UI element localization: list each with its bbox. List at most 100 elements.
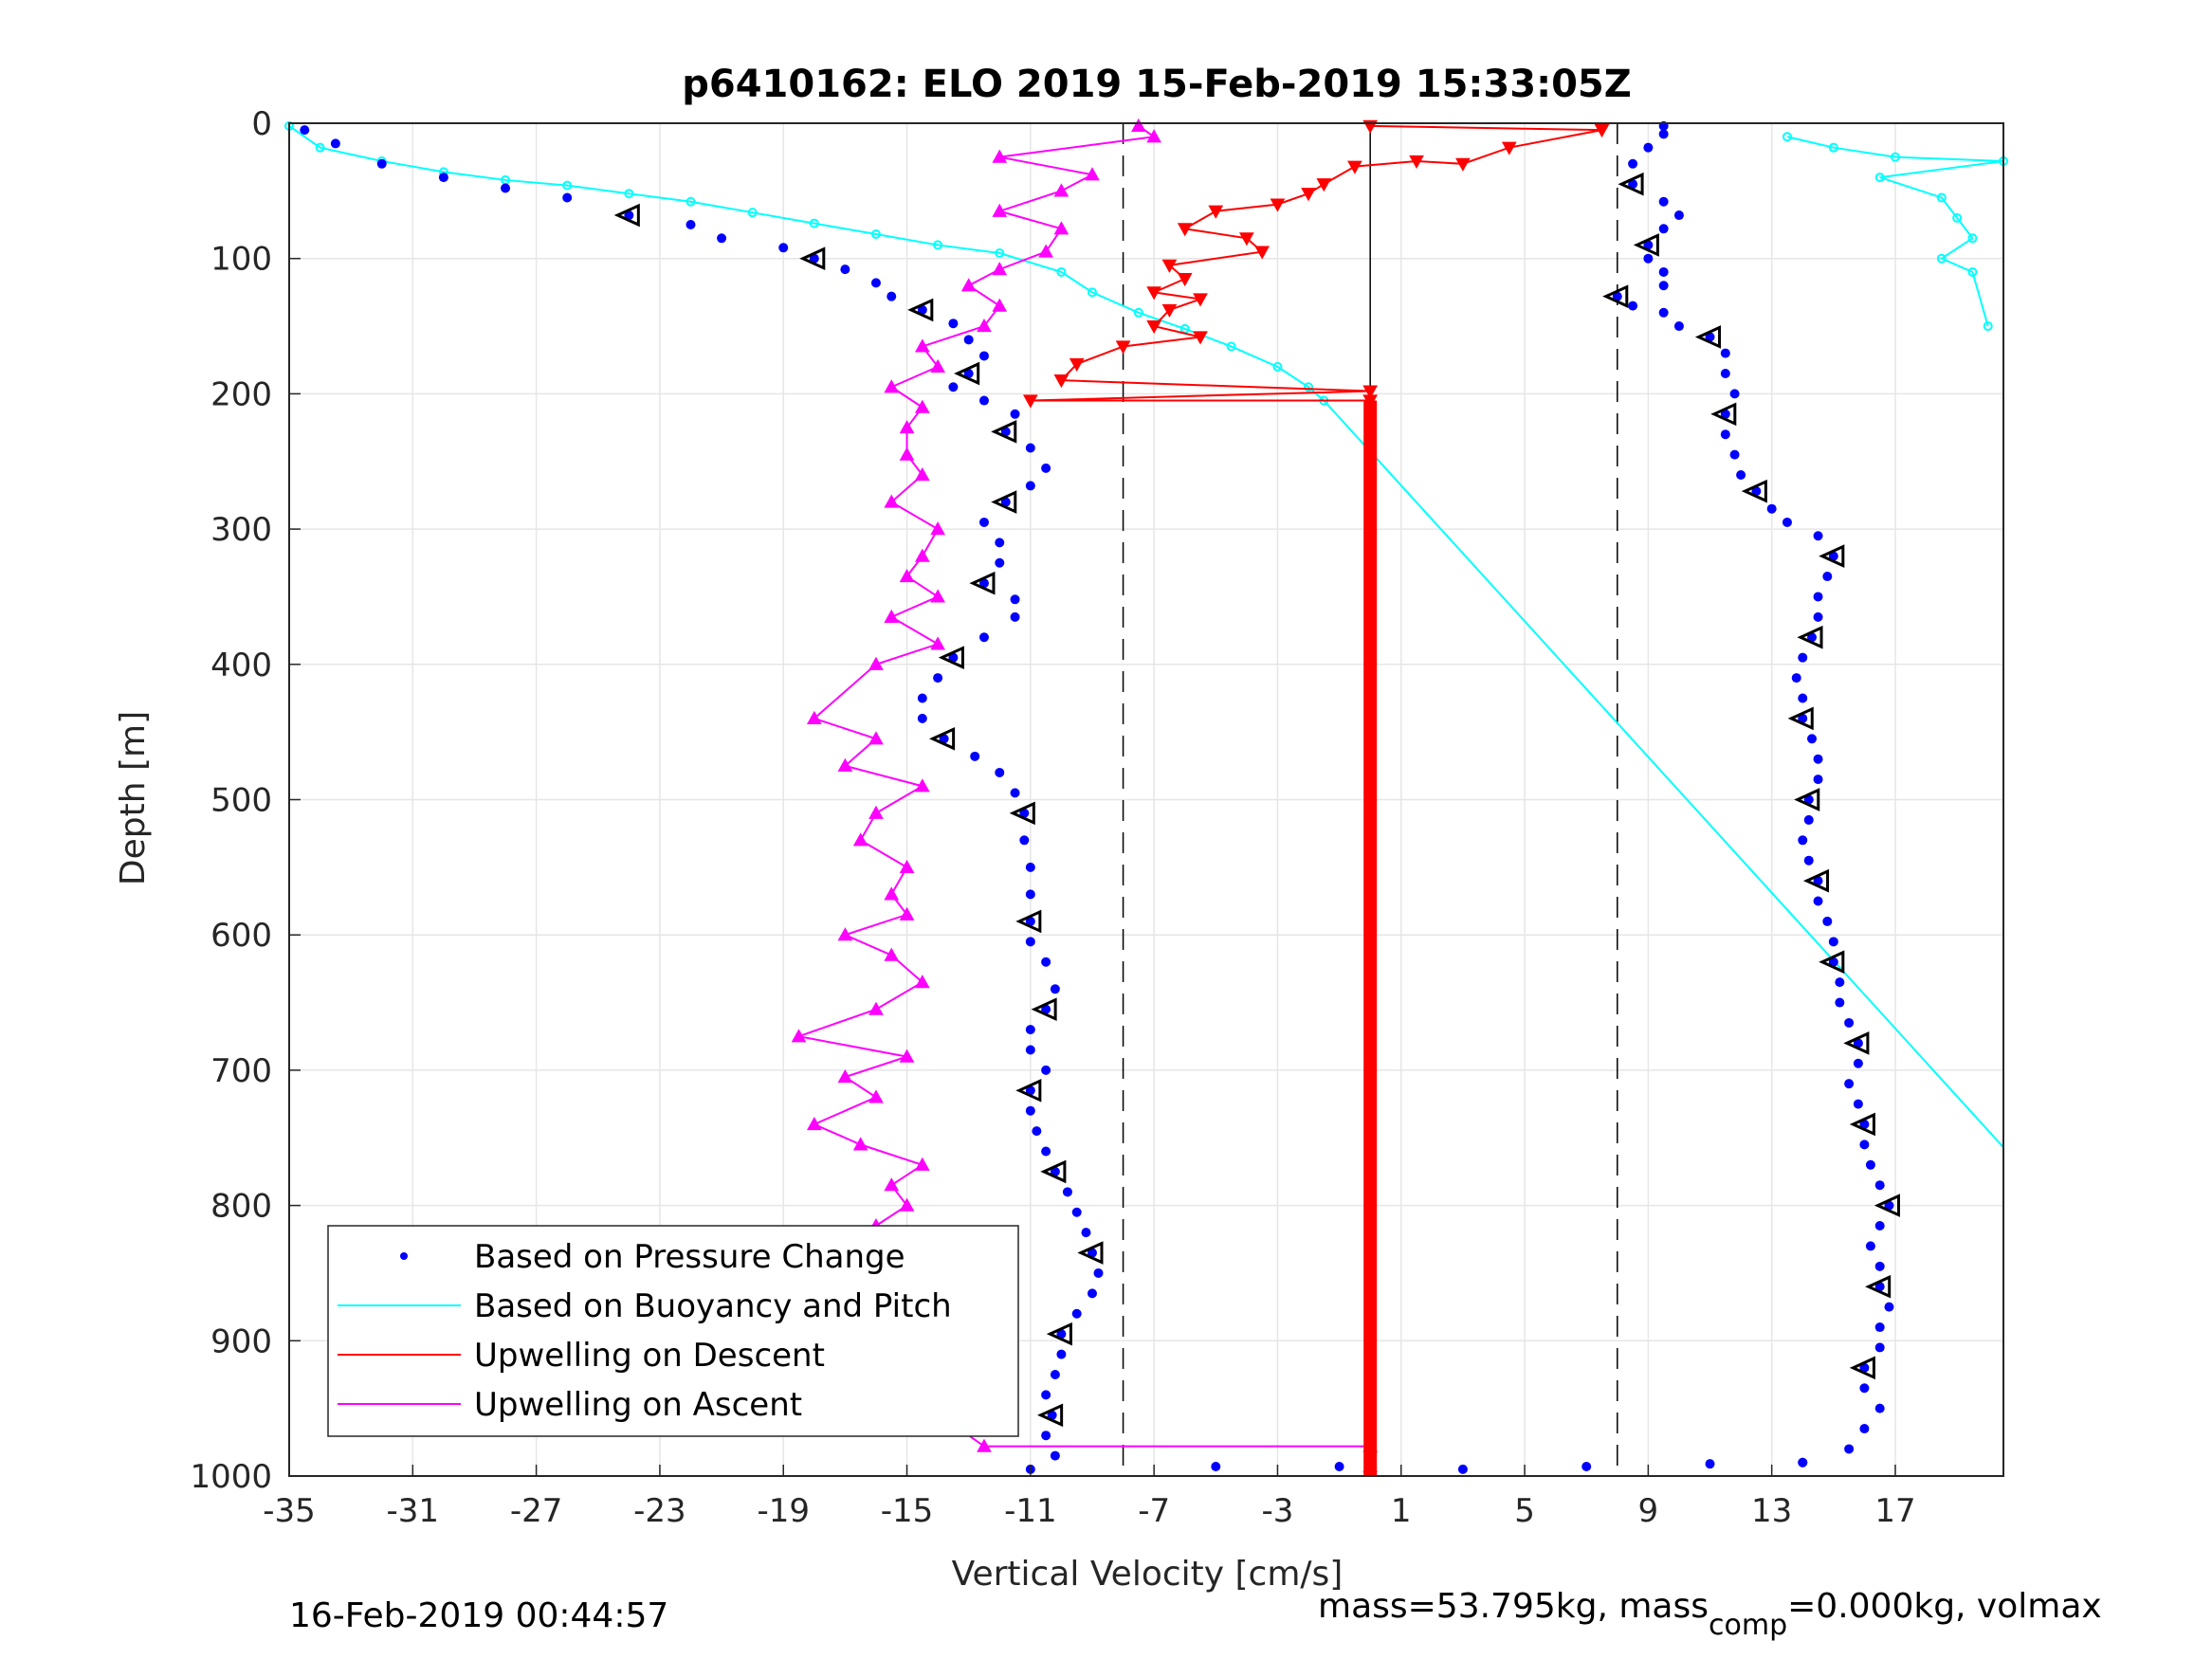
upwelling-descent-point xyxy=(1270,198,1286,212)
pitch-marker xyxy=(907,298,934,322)
pressure-point xyxy=(1874,1403,1885,1413)
upwelling-descent-point xyxy=(1501,141,1517,155)
upwelling-descent-point xyxy=(1362,385,1379,399)
pressure-point xyxy=(1047,1410,1057,1420)
pressure-point xyxy=(1211,1462,1221,1472)
mass-note-sub: comp xyxy=(1709,1609,1787,1642)
buoyancy-point xyxy=(1056,266,1067,277)
pitch-marker xyxy=(1602,284,1629,308)
upwelling-descent-point xyxy=(1347,160,1362,174)
pressure-point xyxy=(1025,862,1035,872)
upwelling-ascent-point xyxy=(868,1001,884,1015)
chart-title: p6410162: ELO 2019 15-Feb-2019 15:33:05Z xyxy=(682,63,1632,106)
pressure-point xyxy=(1798,835,1808,846)
pressure-point xyxy=(1025,1105,1035,1116)
pressure-point xyxy=(1791,673,1801,684)
legend-entry-descent: Upwelling on Descent xyxy=(338,1337,825,1375)
buoyancy-point xyxy=(933,240,943,250)
pressure-point xyxy=(1705,332,1715,342)
pressure-point xyxy=(870,278,881,288)
pressure-point xyxy=(1050,1450,1060,1461)
upwelling-ascent-point xyxy=(1053,221,1069,235)
pressure-point xyxy=(1813,531,1823,541)
upwelling-ascent-point xyxy=(1085,167,1100,181)
pitch-marker xyxy=(1802,868,1830,893)
pressure-point xyxy=(1828,957,1838,967)
pressure-point xyxy=(1828,937,1838,947)
pitch-marker xyxy=(613,203,640,228)
pitch-marker xyxy=(1741,479,1767,503)
pressure-point xyxy=(1807,734,1818,744)
upwelling-ascent-point xyxy=(960,278,977,292)
y-tick-label: 1000 xyxy=(190,1458,272,1496)
pitch-marker xyxy=(1031,997,1057,1022)
upwelling-descent-column xyxy=(1363,400,1378,1476)
pressure-point xyxy=(1813,611,1823,622)
pressure-point xyxy=(1071,1308,1082,1319)
pressure-point xyxy=(686,220,696,230)
pitch-marker xyxy=(1015,1078,1042,1103)
pressure-point xyxy=(300,125,310,136)
pressure-point xyxy=(562,192,573,203)
upwelling-descent-point xyxy=(1409,155,1424,169)
pressure-point xyxy=(1736,470,1746,481)
y-tick-label: 0 xyxy=(251,105,272,143)
pitch-marker xyxy=(954,361,980,386)
pressure-point xyxy=(1853,1038,1863,1048)
upwelling-ascent-point xyxy=(930,636,945,650)
pressure-point xyxy=(970,751,980,761)
x-tick-label: -15 xyxy=(881,1492,934,1530)
upwelling-ascent-point xyxy=(884,947,900,961)
upwelling-ascent-point xyxy=(899,420,915,434)
pressure-point xyxy=(1813,754,1823,764)
pressure-point xyxy=(1581,1462,1592,1472)
pressure-point xyxy=(1628,179,1638,190)
upwelling-ascent-point xyxy=(992,149,1008,163)
upwelling-descent-point xyxy=(1177,223,1193,237)
buoyancy-point xyxy=(1967,233,1978,244)
upwelling-ascent-point xyxy=(884,886,900,901)
pressure-point xyxy=(1041,1146,1051,1157)
buoyancy-point xyxy=(1967,266,1978,277)
buoyancy-ascent-line xyxy=(1786,136,2004,327)
legend-entry-buoyancy: Based on Buoyancy and Pitch xyxy=(338,1287,952,1325)
pressure-point xyxy=(1798,693,1808,703)
pressure-point xyxy=(1720,348,1730,358)
legend-label-ascent: Upwelling on Ascent xyxy=(474,1386,802,1424)
x-tick-label: 1 xyxy=(1391,1492,1412,1530)
upwelling-descent-line xyxy=(1030,124,1602,1476)
pressure-point xyxy=(1859,1362,1870,1373)
pressure-point xyxy=(1093,1267,1104,1278)
upwelling-descent-point xyxy=(1177,273,1193,287)
pressure-point xyxy=(1056,1349,1067,1359)
pressure-point xyxy=(1705,1459,1715,1469)
pressure-point xyxy=(1087,1288,1097,1299)
upwelling-descent-point xyxy=(1161,259,1178,273)
legend: Based on Pressure Change Based on Buoyan… xyxy=(327,1225,1019,1437)
upwelling-ascent-point xyxy=(884,494,900,508)
pressure-point xyxy=(1019,835,1030,846)
upwelling-ascent-point xyxy=(899,1197,915,1212)
pressure-point xyxy=(1720,429,1730,440)
pressure-point xyxy=(1000,427,1011,437)
pressure-point xyxy=(809,253,819,264)
pitch-marker xyxy=(1040,1159,1067,1184)
pressure-point xyxy=(1643,240,1654,250)
pitch-marker xyxy=(1009,801,1035,826)
upwelling-ascent-point xyxy=(852,832,868,847)
buoyancy-point xyxy=(1226,341,1236,352)
y-tick-label: 200 xyxy=(210,375,272,413)
upwelling-ascent-point xyxy=(868,656,884,670)
pressure-point xyxy=(1813,896,1823,906)
upwelling-ascent-point xyxy=(868,731,884,745)
pressure-point xyxy=(1010,788,1020,798)
upwelling-ascent-point xyxy=(914,338,930,353)
pressure-point xyxy=(376,158,387,169)
pressure-point xyxy=(840,264,850,275)
upwelling-ascent-point xyxy=(1131,118,1146,132)
pressure-point xyxy=(1844,1079,1855,1089)
buoyancy-point xyxy=(870,229,881,240)
pressure-point xyxy=(917,304,927,315)
y-tick-label: 100 xyxy=(210,241,272,279)
